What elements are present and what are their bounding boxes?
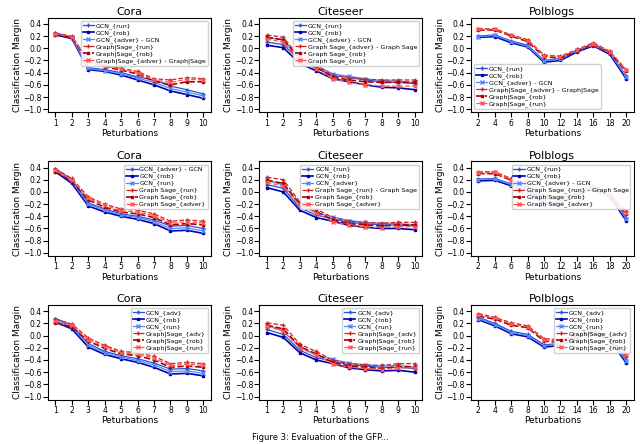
Title: Citeseer: Citeseer [317, 294, 364, 304]
X-axis label: Peturbations: Peturbations [100, 273, 158, 281]
X-axis label: Peturbations: Peturbations [100, 416, 158, 425]
Title: Cora: Cora [116, 294, 142, 304]
Legend: GCN_{run}, GCN_{rob}, GCN_{adver} - GCN, Graph Sage_{run} - Graph Sage, Graph Sa: GCN_{run}, GCN_{rob}, GCN_{adver} - GCN,… [511, 165, 630, 210]
Legend: GCN_{run}, GCN_{rob}, GCN_{adver}, Graph Sage_{run} - Graph Sage, Graph Sage_{ro: GCN_{run}, GCN_{rob}, GCN_{adver}, Graph… [300, 165, 419, 210]
Y-axis label: Classification Margin: Classification Margin [225, 305, 234, 399]
X-axis label: Peturbations: Peturbations [524, 129, 581, 138]
Legend: GCN_{adv}, GCN_{rob}, GCN_{run}, Graph|Sage_{adv}, Graph|Sage_{rob}, Graph|Sage_: GCN_{adv}, GCN_{rob}, GCN_{run}, Graph|S… [554, 308, 630, 353]
Y-axis label: Classification Margin: Classification Margin [13, 18, 22, 112]
X-axis label: Peturbations: Peturbations [100, 129, 158, 138]
Y-axis label: Classification Margin: Classification Margin [13, 305, 22, 399]
Title: Citeseer: Citeseer [317, 7, 364, 17]
Legend: GCN_{run}, GCN_{rob}, GCN_{adver} - GCN, Graph|Sage_{adver} - Graph|Sage, Graph|: GCN_{run}, GCN_{rob}, GCN_{adver} - GCN,… [474, 64, 601, 109]
Y-axis label: Classification Margin: Classification Margin [436, 18, 445, 112]
Y-axis label: Classification Margin: Classification Margin [13, 162, 22, 256]
Title: Polblogs: Polblogs [529, 7, 575, 17]
Title: Polblogs: Polblogs [529, 294, 575, 304]
Y-axis label: Classification Margin: Classification Margin [436, 162, 445, 256]
Text: Figure 3: Evaluation of the GFP...: Figure 3: Evaluation of the GFP... [252, 432, 388, 442]
X-axis label: Peturbations: Peturbations [524, 273, 581, 281]
X-axis label: Peturbations: Peturbations [312, 416, 369, 425]
X-axis label: Peturbations: Peturbations [312, 129, 369, 138]
Title: Polblogs: Polblogs [529, 151, 575, 161]
Y-axis label: Classification Margin: Classification Margin [225, 162, 234, 256]
X-axis label: Peturbations: Peturbations [312, 273, 369, 281]
X-axis label: Peturbations: Peturbations [524, 416, 581, 425]
Legend: GCN_{run}, GCN_{rob}, GCN_{adver} - GCN, Graph Sage_{adver} - Graph Sage, Graph : GCN_{run}, GCN_{rob}, GCN_{adver} - GCN,… [292, 21, 419, 66]
Legend: GCN_{run}, GCN_{rob}, GCN_{adver} - GCN, Graph|Sage_{run}, Graph|Sage_{rob}, Gra: GCN_{run}, GCN_{rob}, GCN_{adver} - GCN,… [81, 21, 207, 66]
Title: Citeseer: Citeseer [317, 151, 364, 161]
Legend: GCN_{adv}, GCN_{rob}, GCN_{run}, Graph|Sage_{adv}, Graph|Sage_{rob}, Graph|Sage_: GCN_{adv}, GCN_{rob}, GCN_{run}, Graph|S… [131, 308, 207, 353]
Title: Cora: Cora [116, 151, 142, 161]
Y-axis label: Classification Margin: Classification Margin [436, 305, 445, 399]
Legend: GCN_{adv}, GCN_{rob}, GCN_{run}, Graph|Sage_{adv}, Graph|Sage_{rob}, Graph|Sage_: GCN_{adv}, GCN_{rob}, GCN_{run}, Graph|S… [342, 308, 419, 353]
Legend: GCN_{adver} - GCN, GCN_{rob}, GCN_{run}, Graph Sage_{run}, Graph Sage_{rob}, Gra: GCN_{adver} - GCN, GCN_{rob}, GCN_{run},… [124, 165, 207, 210]
Title: Cora: Cora [116, 7, 142, 17]
Y-axis label: Classification Margin: Classification Margin [225, 18, 234, 112]
